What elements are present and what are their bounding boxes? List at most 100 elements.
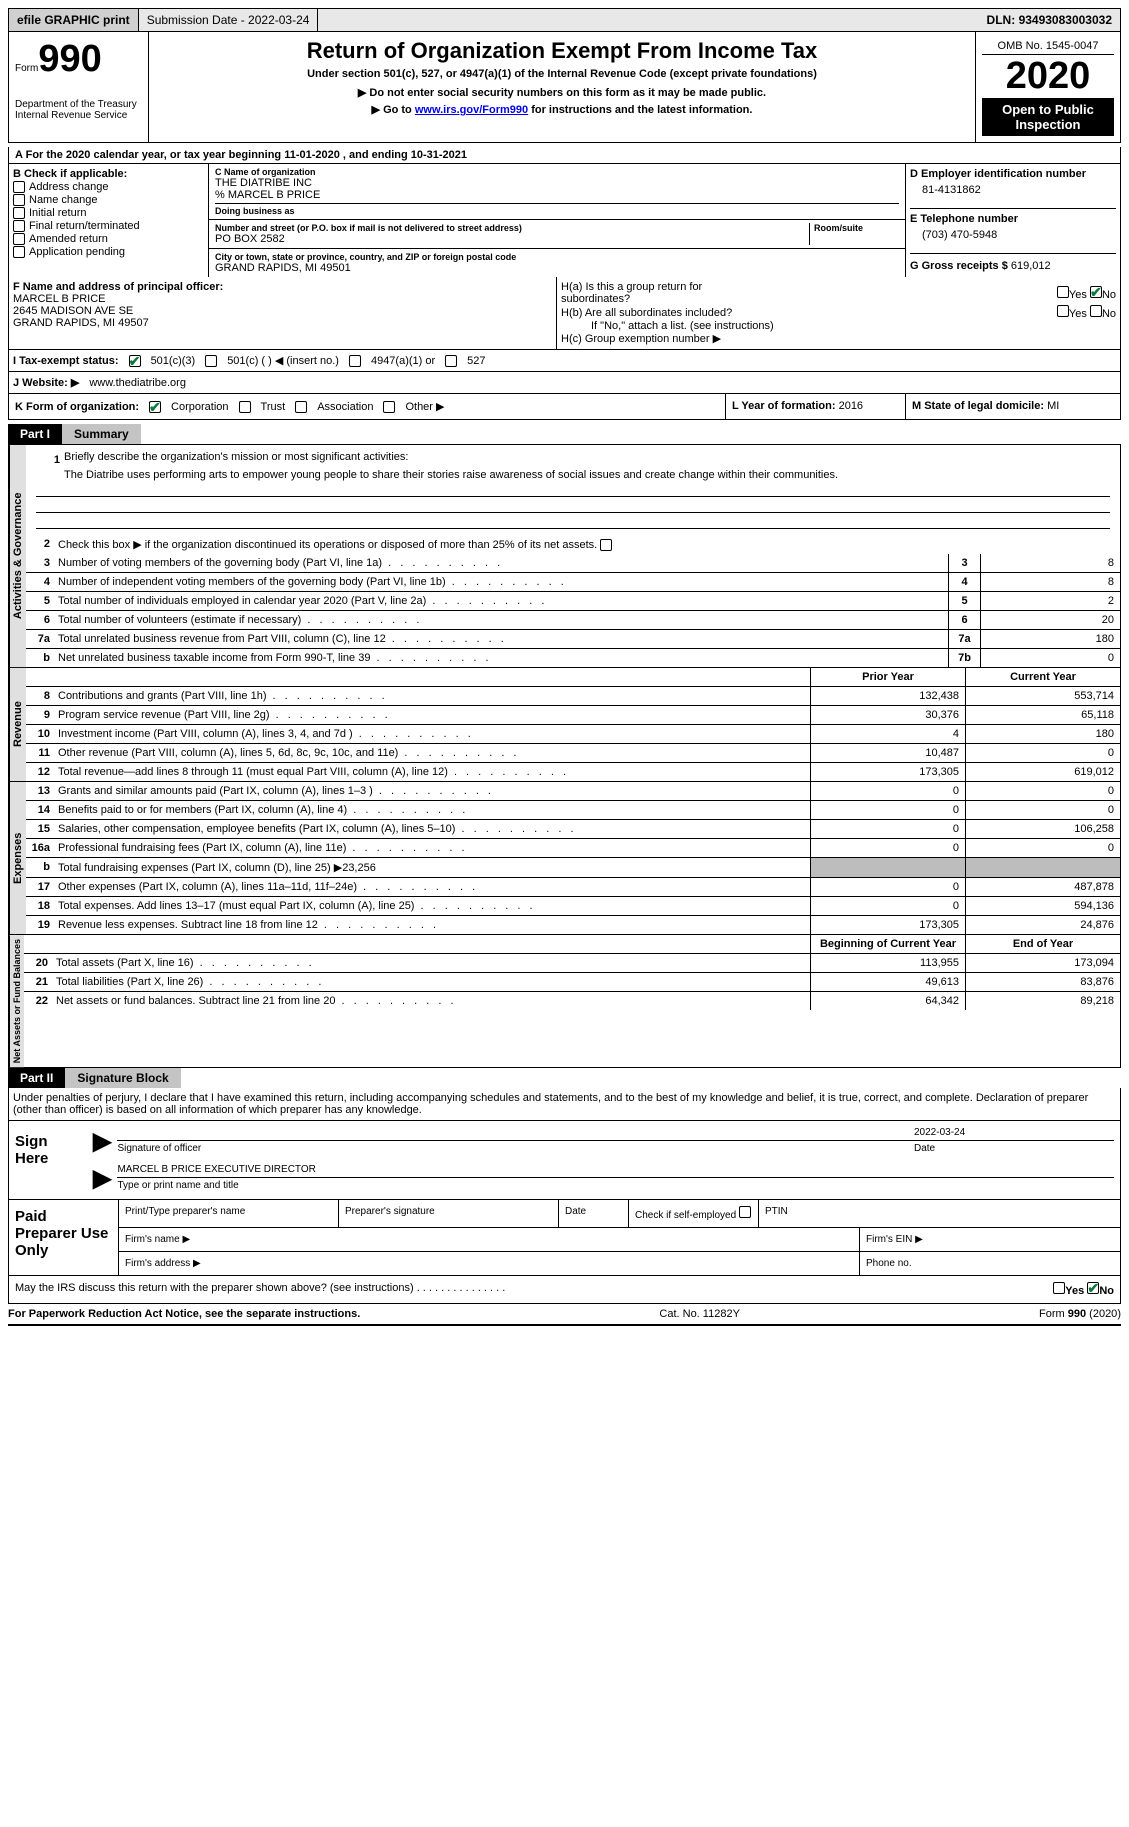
expense-line-16a: 16a Professional fundraising fees (Part … <box>26 839 1120 858</box>
prep-name-label: Print/Type preparer's name <box>119 1200 339 1227</box>
subtitle-3: ▶ Go to www.irs.gov/Form990 for instruct… <box>155 103 969 116</box>
gov-line-5: 5 Total number of individuals employed i… <box>26 592 1120 611</box>
box-h: H(a) Is this a group return for subordin… <box>557 277 1120 349</box>
sig-officer-label: Signature of officer <box>117 1143 914 1154</box>
irs-link[interactable]: www.irs.gov/Form990 <box>415 104 528 116</box>
box-d: D Employer identification number 81-4131… <box>905 164 1120 277</box>
hdr-beginning-year: Beginning of Current Year <box>810 935 965 953</box>
hc-label: H(c) Group exemption number ▶ <box>561 332 1116 345</box>
officer-label: F Name and address of principal officer: <box>13 281 552 293</box>
prep-self-label: Check if self-employed <box>635 1210 736 1221</box>
expense-line-14: 14 Benefits paid to or for members (Part… <box>26 801 1120 820</box>
website-url: www.thediatribe.org <box>89 377 186 389</box>
gross-receipts: 619,012 <box>1011 260 1051 272</box>
checkbox-final-return[interactable] <box>13 220 25 232</box>
part-i-body: Activities & Governance 1Briefly describ… <box>8 444 1121 1068</box>
activities-governance: Activities & Governance 1Briefly describ… <box>9 444 1120 667</box>
city-label: City or town, state or province, country… <box>215 252 899 262</box>
gov-line-4: 4 Number of independent voting members o… <box>26 573 1120 592</box>
ha-label: H(a) Is this a group return for subordin… <box>561 281 761 305</box>
revenue-line-10: 10 Investment income (Part VIII, column … <box>26 725 1120 744</box>
opt-amended: Amended return <box>29 233 108 245</box>
hb-label: H(b) Are all subordinates included? <box>561 307 732 319</box>
firm-addr-label: Firm's address ▶ <box>119 1252 860 1275</box>
revenue-line-9: 9 Program service revenue (Part VIII, li… <box>26 706 1120 725</box>
tax-year: 2020 <box>982 55 1114 98</box>
pra-notice: For Paperwork Reduction Act Notice, see … <box>8 1308 360 1320</box>
street-label: Number and street (or P.O. box if mail i… <box>215 223 809 233</box>
box-f: F Name and address of principal officer:… <box>9 277 557 349</box>
netasset-line-20: 20 Total assets (Part X, line 16) . . . … <box>24 954 1120 973</box>
checkbox-4947[interactable] <box>349 355 361 367</box>
checkbox-discuss-yes[interactable] <box>1053 1282 1065 1294</box>
checkbox-self-employed[interactable] <box>739 1206 751 1218</box>
omb-number: OMB No. 1545-0047 <box>982 38 1114 55</box>
vlabel-revenue: Revenue <box>9 668 26 781</box>
line-i: I Tax-exempt status: 501(c)(3) 501(c) ( … <box>8 350 1121 372</box>
gross-label: G Gross receipts $ <box>910 260 1008 272</box>
checkbox-527[interactable] <box>445 355 457 367</box>
gov-line-3: 3 Number of voting members of the govern… <box>26 554 1120 573</box>
netasset-line-21: 21 Total liabilities (Part X, line 26) .… <box>24 973 1120 992</box>
sign-arrow-2: ▶ <box>93 1164 111 1193</box>
officer-name: MARCEL B PRICE <box>13 293 552 305</box>
expense-line-18: 18 Total expenses. Add lines 13–17 (must… <box>26 897 1120 916</box>
box-b: B Check if applicable: Address change Na… <box>9 164 209 277</box>
checkbox-501c3[interactable] <box>129 355 141 367</box>
paid-preparer-label: Paid Preparer Use Only <box>9 1200 119 1275</box>
checkbox-address-change[interactable] <box>13 181 25 193</box>
expense-line-b: b Total fundraising expenses (Part IX, c… <box>26 858 1120 878</box>
checkbox-hb-yes[interactable] <box>1057 305 1069 317</box>
officer-addr1: 2645 MADISON AVE SE <box>13 305 552 317</box>
mission-prompt: Briefly describe the organization's miss… <box>64 451 408 469</box>
vlabel-netassets: Net Assets or Fund Balances <box>9 935 24 1067</box>
prep-sig-label: Preparer's signature <box>339 1200 559 1227</box>
checkbox-trust[interactable] <box>239 401 251 413</box>
penalties-text: Under penalties of perjury, I declare th… <box>8 1088 1121 1121</box>
netasset-line-22: 22 Net assets or fund balances. Subtract… <box>24 992 1120 1010</box>
part-ii-header: Part II <box>8 1068 65 1088</box>
sign-here-label: Sign Here <box>9 1121 87 1199</box>
checkbox-other[interactable] <box>383 401 395 413</box>
vlabel-expenses: Expenses <box>9 782 26 934</box>
line-2: Check this box ▶ if the organization dis… <box>58 539 597 551</box>
box-c: C Name of organization THE DIATRIBE INC … <box>209 164 905 277</box>
checkbox-501c[interactable] <box>205 355 217 367</box>
checkbox-discuss-no[interactable] <box>1087 1282 1099 1294</box>
goto-pre: ▶ Go to <box>372 104 415 116</box>
checkbox-assoc[interactable] <box>295 401 307 413</box>
discuss-text: May the IRS discuss this return with the… <box>15 1282 414 1294</box>
checkbox-pending[interactable] <box>13 246 25 258</box>
checkbox-ha-no[interactable] <box>1090 286 1102 298</box>
revenue-line-8: 8 Contributions and grants (Part VIII, l… <box>26 687 1120 706</box>
sign-arrow-1: ▶ <box>93 1127 111 1156</box>
expense-line-13: 13 Grants and similar amounts paid (Part… <box>26 782 1120 801</box>
form-footer: Form 990 (2020) <box>1039 1308 1121 1320</box>
checkbox-name-change[interactable] <box>13 194 25 206</box>
opt-initial-return: Initial return <box>29 207 86 219</box>
checkbox-amended[interactable] <box>13 233 25 245</box>
care-of: % MARCEL B PRICE <box>215 189 899 204</box>
phone: (703) 470-5948 <box>922 229 1116 241</box>
line-a: A For the 2020 calendar year, or tax yea… <box>8 147 1121 164</box>
top-bar: efile GRAPHIC print Submission Date - 20… <box>8 8 1121 32</box>
checkbox-corp[interactable] <box>149 401 161 413</box>
form-org-label: K Form of organization: <box>15 401 139 413</box>
checkbox-ha-yes[interactable] <box>1057 286 1069 298</box>
efile-print-button[interactable]: efile GRAPHIC print <box>9 9 139 31</box>
paid-preparer: Paid Preparer Use Only Print/Type prepar… <box>8 1200 1121 1276</box>
year-formation-label: L Year of formation: <box>732 400 836 412</box>
gov-line-7a: 7a Total unrelated business revenue from… <box>26 630 1120 649</box>
ein-label: D Employer identification number <box>910 168 1116 180</box>
checkbox-initial-return[interactable] <box>13 207 25 219</box>
revenue-line-11: 11 Other revenue (Part VIII, column (A),… <box>26 744 1120 763</box>
hdr-end-year: End of Year <box>965 935 1120 953</box>
checkbox-line2[interactable] <box>600 539 612 551</box>
dln: DLN: 93493083003032 <box>979 9 1120 31</box>
goto-post: for instructions and the latest informat… <box>528 104 752 116</box>
checkbox-hb-no[interactable] <box>1090 305 1102 317</box>
officer-name-label: Type or print name and title <box>117 1180 1114 1191</box>
signature-block: Sign Here ▶ 2022-03-24 Signature of offi… <box>8 1121 1121 1200</box>
prep-ptin-label: PTIN <box>759 1200 1120 1227</box>
line-k: K Form of organization: Corporation Trus… <box>8 394 1121 420</box>
